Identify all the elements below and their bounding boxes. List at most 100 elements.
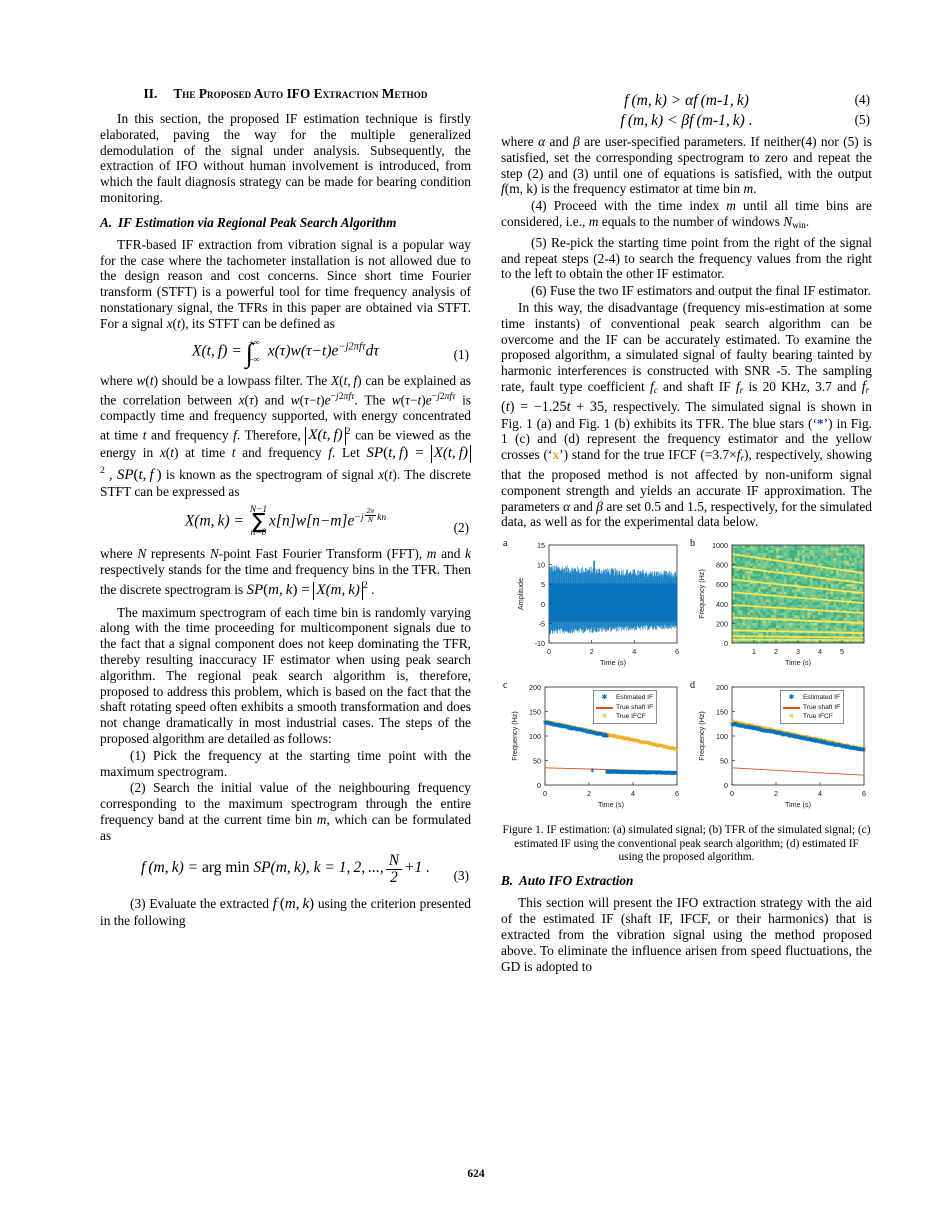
line-marker-icon [596,703,613,712]
t10: at time [178,445,232,461]
intro-paragraph: In this section, the proposed IF estimat… [100,111,471,205]
equation-5-tag: (5) [854,112,870,127]
panel-b-letter: b [690,538,695,550]
equation-4: f (m, k) > αf (m-1, k) (4) [501,92,872,110]
step-2: (2) Search the initial value of the neig… [100,780,472,843]
equation-3: f (m, k) = arg min SP(m, k), k = 1, 2, .… [100,853,471,886]
legend-label-true-shaft-if: True shaft IF [803,703,841,711]
x2: until all time bins are considered, i.e.… [501,198,872,229]
section-heading: II. The Proposed Auto IFO Extraction Meth… [100,86,471,102]
svg-text:3: 3 [796,647,800,656]
svg-text:5: 5 [840,647,844,656]
w1: where [501,134,539,149]
legend-row-true-ifcf: ✕ True IFCF [596,712,653,721]
x3: equals to the number of windows [598,213,784,229]
legend-label-estimated-if: Estimated IF [616,694,654,702]
y6: ) stand for the true IFCF (=3.7× [563,447,737,463]
s2b: , which can be formulated as [100,811,472,843]
subsection-b-label: B. [501,873,514,889]
svg-text:2: 2 [590,647,594,656]
para-tfr-text: TFR-based IF extraction from vibration s… [100,236,471,331]
svg-text:10: 10 [537,561,545,570]
svg-text:2: 2 [774,789,778,798]
x6: . [805,213,810,229]
page-number: 624 [467,1168,485,1180]
svg-text:400: 400 [716,600,728,609]
section-title: The Proposed Auto IFO Extraction Method [173,86,428,101]
para-auto-ifo: This section will present the IFO extrac… [501,895,872,974]
subsection-a-title: IF Estimation via Regional Peak Search A… [118,214,397,230]
panel-a-svg: 15 10 5 0 -5 -10 0 2 4 6 Time (s) Amplit… [516,541,679,667]
svg-text:200: 200 [529,683,541,692]
subsection-b-title: Auto IFO Extraction [519,873,634,889]
svg-text:2: 2 [774,647,778,656]
panel-c-legend: ✱ Estimated IF True shaft IF ✕ True IFCF [593,690,658,725]
svg-text:-5: -5 [539,620,545,629]
u2: represents [146,546,210,562]
cross-marker-icon: ✕ [601,712,608,720]
w4: (m, k) [504,181,538,197]
t12: . Let [331,445,367,461]
para-max-spectrogram: The maximum spectrogram of each time bin… [100,604,471,746]
yellow-cross-symbol: x [552,447,560,463]
panel-d-legend: ✱ Estimated IF True shaft IF ✕ True IFCF [780,690,845,725]
svg-text:100: 100 [716,732,728,741]
w5: is the frequency estimator at time bin [537,181,744,197]
svg-text:0: 0 [541,600,545,609]
svg-text:50: 50 [720,757,728,766]
step-5: (5) Re-pick the starting time point from… [501,234,872,282]
svg-text:0: 0 [547,647,551,656]
u1: where [100,546,138,562]
cross-marker-icon: ✕ [788,712,795,720]
blue-star-symbol: * [816,415,824,431]
equation-5: f (m, k) < βf (m-1, k) . (5) [501,112,872,130]
s3b: using the criterion presented in the fol… [100,896,471,928]
svg-text:150: 150 [716,708,728,717]
svg-text:0: 0 [537,781,541,790]
t2: should be a lowpass filter. The [158,372,331,388]
step-1: (1) Pick the frequency at the starting t… [100,747,471,779]
svg-text:4: 4 [632,647,636,656]
t8: . Therefore, [236,427,306,443]
figure-1-caption: Figure 1. IF estimation: (a) simulated s… [502,824,871,863]
svg-text:-10: -10 [535,639,545,648]
para-where-alpha-beta: where α and β are user-specified paramet… [501,134,873,197]
t6: is compactly time and frequency supporte… [100,392,471,443]
svg-text:200: 200 [716,620,728,629]
svg-text:Frequency (Hz): Frequency (Hz) [510,711,519,761]
t1: where [100,372,137,388]
legend-label-true-shaft-if: True shaft IF [616,703,654,711]
figure-1: a 15 10 5 0 -5 -10 0 2 4 [501,537,872,864]
y2: and shaft IF [657,378,736,394]
legend-row-estimated-if: ✱ Estimated IF [596,693,653,702]
s3a: (3) Evaluate the extracted [130,896,273,912]
w6: . [753,181,757,197]
subsection-a-heading: A. IF Estimation via Regional Peak Search… [100,215,471,231]
equation-1-body: X(t, f) = ∫ +∞ −∞ x(τ)w(τ−t)e−j2πfτdτ [192,336,379,369]
svg-text:1: 1 [752,647,756,656]
t7: and frequency [146,427,234,443]
equation-4-tag: (4) [854,92,870,107]
svg-text:Amplitude: Amplitude [516,578,525,610]
panel-d-proposed: d 200 150 100 50 0 0 2 4 [688,679,873,819]
w2: and [545,134,574,149]
x5: win [792,219,806,230]
svg-text:4: 4 [631,789,635,798]
x1: (4) Proceed with the time index [531,198,727,214]
panel-c-conventional: c 200 150 100 50 0 0 2 4 [501,679,686,819]
figure-panel-grid: a 15 10 5 0 -5 -10 0 2 4 [501,537,872,819]
svg-text:6: 6 [675,789,679,798]
svg-text:15: 15 [537,541,545,550]
subsection-b-heading: B. Auto IFO Extraction [501,873,872,889]
u5: respectively stands for the time and fre… [100,561,471,597]
svg-text:Time (s): Time (s) [600,658,626,667]
step-4: (4) Proceed with the time index m until … [501,198,872,230]
equation-3-tag: (3) [453,868,469,884]
panel-d-letter: d [690,680,695,692]
svg-text:150: 150 [529,708,541,717]
t5: . The [354,392,392,408]
star-marker-icon: ✱ [601,694,608,702]
